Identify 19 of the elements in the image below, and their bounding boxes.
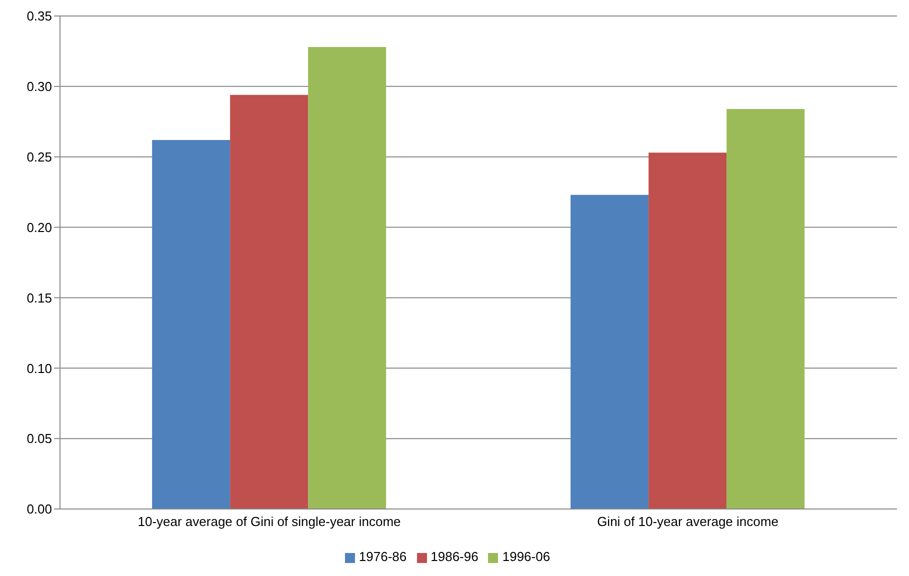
bar — [230, 94, 308, 509]
legend-label: 1976-86 — [358, 549, 407, 564]
y-tick-label: 0.35 — [26, 8, 52, 24]
y-tick-label: 0.15 — [26, 290, 52, 306]
bar — [152, 140, 230, 509]
y-tick-label: 0.05 — [26, 431, 52, 446]
x-tick-label: 10-year average of Gini of single-year income — [138, 514, 401, 530]
legend-label: 1986-96 — [430, 549, 478, 564]
bar — [570, 194, 649, 509]
bar — [308, 46, 386, 509]
y-tick-label: 0.00 — [26, 502, 52, 517]
y-tick-label: 0.20 — [26, 220, 52, 235]
bar — [648, 152, 727, 509]
y-tick-label: 0.30 — [26, 79, 52, 94]
x-tick-label: Gini of 10-year average income — [597, 514, 778, 530]
bar — [726, 108, 805, 509]
y-tick-label: 0.10 — [26, 360, 52, 376]
legend-label: 1996-06 — [502, 549, 550, 564]
y-tick-label: 0.25 — [26, 149, 52, 164]
